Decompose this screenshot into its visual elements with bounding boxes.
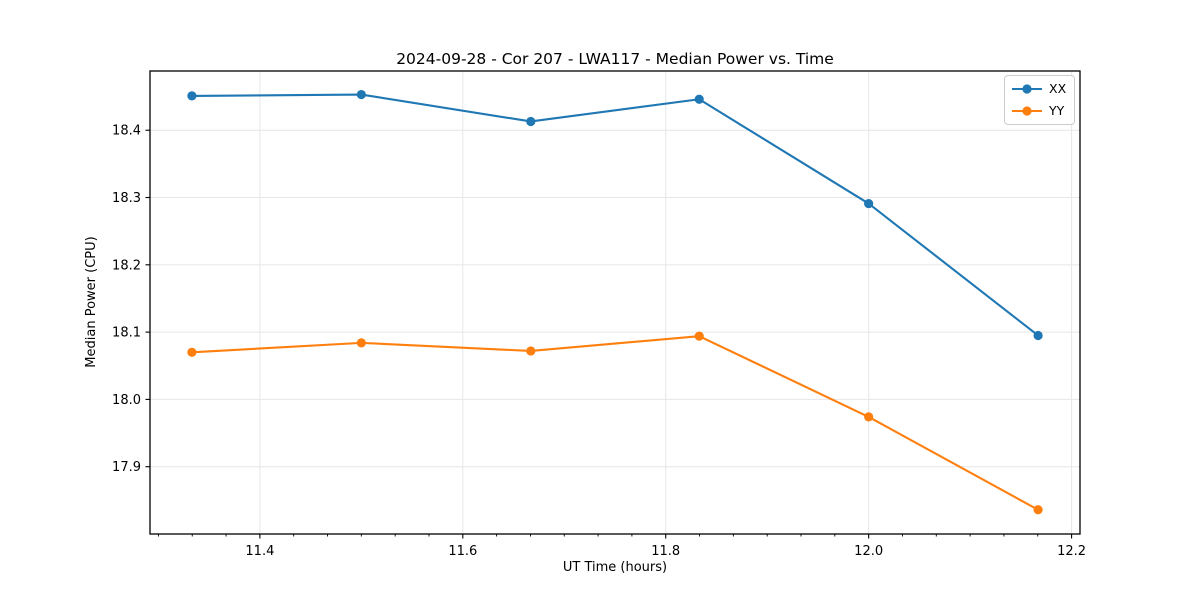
- x-tick-label: 11.8: [651, 544, 680, 559]
- legend-label: YY: [1049, 102, 1065, 118]
- data-point-XX: [526, 116, 536, 127]
- legend-item-XX: XX: [1011, 79, 1068, 99]
- legend-item-YY: YY: [1011, 101, 1068, 121]
- legend-dot-sample: [1022, 106, 1032, 116]
- legend-marker-icon: [1012, 106, 1042, 116]
- x-tick-label: 12.2: [1057, 544, 1086, 559]
- series-line-XX: [191, 93, 1039, 337]
- data-point-YY: [187, 347, 197, 357]
- x-tick-label: 11.4: [245, 544, 274, 559]
- y-tick-label: 17.9: [112, 460, 141, 475]
- plot-border: [149, 70, 1081, 535]
- data-point-XX: [694, 94, 704, 104]
- legend: XX YY: [1004, 75, 1075, 125]
- data-point-YY: [1033, 505, 1043, 515]
- y-axis-label: Median Power (CPU): [84, 236, 99, 367]
- y-tick-label: 18.0: [112, 393, 141, 408]
- y-tick-label: 18.2: [112, 258, 141, 273]
- data-point-YY: [864, 412, 874, 422]
- data-point-XX: [1033, 330, 1043, 341]
- legend-dot-sample: [1022, 84, 1032, 94]
- data-point-YY: [694, 331, 704, 341]
- y-tick-label: 18.3: [112, 191, 141, 206]
- data-point-XX: [864, 198, 874, 209]
- y-tick-label: 18.1: [112, 326, 141, 341]
- legend-marker-icon: [1012, 84, 1042, 94]
- series-line-YY: [191, 335, 1039, 511]
- data-point-XX: [356, 89, 366, 100]
- data-point-XX: [187, 91, 197, 101]
- chart-layer: 11.4 11.6 11.8 12.0 12.2 17.9 18.0 18.1 18.2 18.3…: [112, 70, 1086, 559]
- x-tick-label: 11.6: [448, 544, 477, 559]
- x-tick-label: 12.0: [854, 544, 883, 559]
- y-tick-label: 18.4: [112, 124, 141, 139]
- chart-title: 2024-09-28 - Cor 207 - LWA117 - Median P…: [396, 50, 834, 68]
- data-point-YY: [526, 346, 536, 356]
- x-axis-label: UT Time (hours): [563, 560, 667, 575]
- data-point-YY: [356, 338, 366, 348]
- legend-label: XX: [1049, 80, 1067, 96]
